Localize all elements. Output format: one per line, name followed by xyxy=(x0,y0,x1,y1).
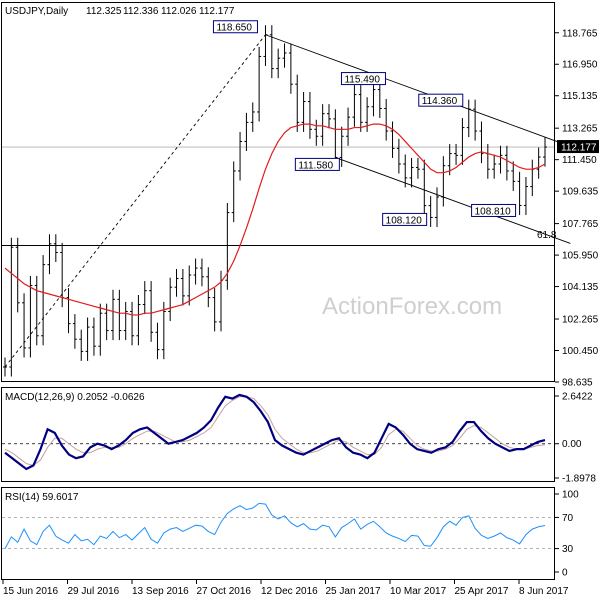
price-annotation-label: 115.490 xyxy=(344,75,380,86)
price-panel-frame xyxy=(1,2,555,382)
rsi-title: RSI(14) 59.6017 xyxy=(5,492,79,503)
fib-level-label: 61.8 xyxy=(537,230,557,241)
price-y-tick-label: 118.765 xyxy=(562,28,598,39)
price-y-tick-label: 111.450 xyxy=(562,155,597,166)
date-tick-label: 12 Dec 2016 xyxy=(261,586,318,597)
rsi-y-tick-label: 0 xyxy=(562,568,568,579)
axis-layer: 118.765 116.950 115.135 113.265 111.450 109.6… xyxy=(2,28,599,597)
price-y-tick-label: 109.635 xyxy=(562,187,599,198)
ohlc-high: 112.336 xyxy=(123,6,159,17)
date-tick-label: 8 Jun 2017 xyxy=(519,586,569,597)
price-annotation-label: 108.810 xyxy=(475,206,512,217)
price-y-tick-label: 113.265 xyxy=(562,124,598,135)
current-price-label: 112.177 xyxy=(561,143,597,154)
macd-y-tick-label: 0.00 xyxy=(562,439,582,450)
rsi-y-tick-label: 30 xyxy=(562,544,574,555)
price-y-tick-label: 105.950 xyxy=(562,251,599,262)
macd-main-line xyxy=(4,393,546,471)
price-annotation-box xyxy=(382,212,428,226)
price-annotation-box xyxy=(471,203,517,217)
moving-average-line xyxy=(4,123,546,316)
current-price-tag xyxy=(557,140,599,154)
price-annotation-box xyxy=(340,72,386,86)
rsi-panel: RSI(14) 59.6017 xyxy=(2,492,554,549)
price-annotation-box xyxy=(294,157,340,171)
macd-title: MACD(12,26,9) 0.2052 -0.0626 xyxy=(5,392,145,403)
price-annotation-label: 111.580 xyxy=(298,160,333,171)
date-tick-label: 13 Sep 2016 xyxy=(132,586,189,597)
rsi-panel-frame xyxy=(1,487,555,580)
price-annotation-label: 108.120 xyxy=(386,215,423,226)
price-y-tick-label: 116.950 xyxy=(562,60,598,71)
price-y-tick-label: 102.265 xyxy=(562,315,599,326)
date-tick-label: 27 Oct 2016 xyxy=(197,586,252,597)
ohlc-close: 112.177 xyxy=(199,6,235,17)
symbol-title: USDJPY,Daily xyxy=(5,6,68,17)
channel-upper-line xyxy=(265,34,571,147)
rally-trend-line xyxy=(4,34,266,368)
macd-signal-line xyxy=(4,396,546,466)
price-annotation-box xyxy=(418,93,464,107)
price-annotation-label: 118.650 xyxy=(216,23,252,34)
price-y-tick-label: 107.765 xyxy=(562,219,599,230)
rsi-y-tick-label: 70 xyxy=(562,513,574,524)
channel-lower-line xyxy=(335,156,571,244)
ohlc-low: 112.026 xyxy=(161,6,197,17)
macd-panel-frame xyxy=(1,387,555,482)
ohlc-open: 112.325 xyxy=(86,6,122,17)
rsi-y-tick-label: 100 xyxy=(562,490,579,501)
date-tick-label: 29 Jul 2016 xyxy=(68,586,120,597)
price-annotation-label: 114.360 xyxy=(422,96,458,107)
price-y-tick-label: 100.450 xyxy=(562,346,599,357)
date-tick-label: 15 Jun 2016 xyxy=(3,586,58,597)
date-tick-label: 25 Jan 2017 xyxy=(326,586,381,597)
macd-y-tick-label: 2.6422 xyxy=(562,392,593,403)
price-y-tick-label: 98.635 xyxy=(562,378,593,389)
price-panel: 118.650 111.580 115.490 114.360 108.120 108.8… xyxy=(2,20,571,377)
price-y-tick-label: 104.135 xyxy=(562,282,599,293)
price-y-tick-label: 115.135 xyxy=(562,91,598,102)
macd-y-tick-label: -1.8978 xyxy=(562,474,596,485)
date-tick-label: 10 Mar 2017 xyxy=(390,586,447,597)
price-annotation-box xyxy=(212,20,258,34)
watermark: ActionForex.com xyxy=(322,293,502,320)
rsi-line xyxy=(4,502,546,549)
macd-panel: MACD(12,26,9) 0.2052 -0.0626 xyxy=(2,392,554,471)
date-tick-label: 25 Apr 2017 xyxy=(455,586,509,597)
